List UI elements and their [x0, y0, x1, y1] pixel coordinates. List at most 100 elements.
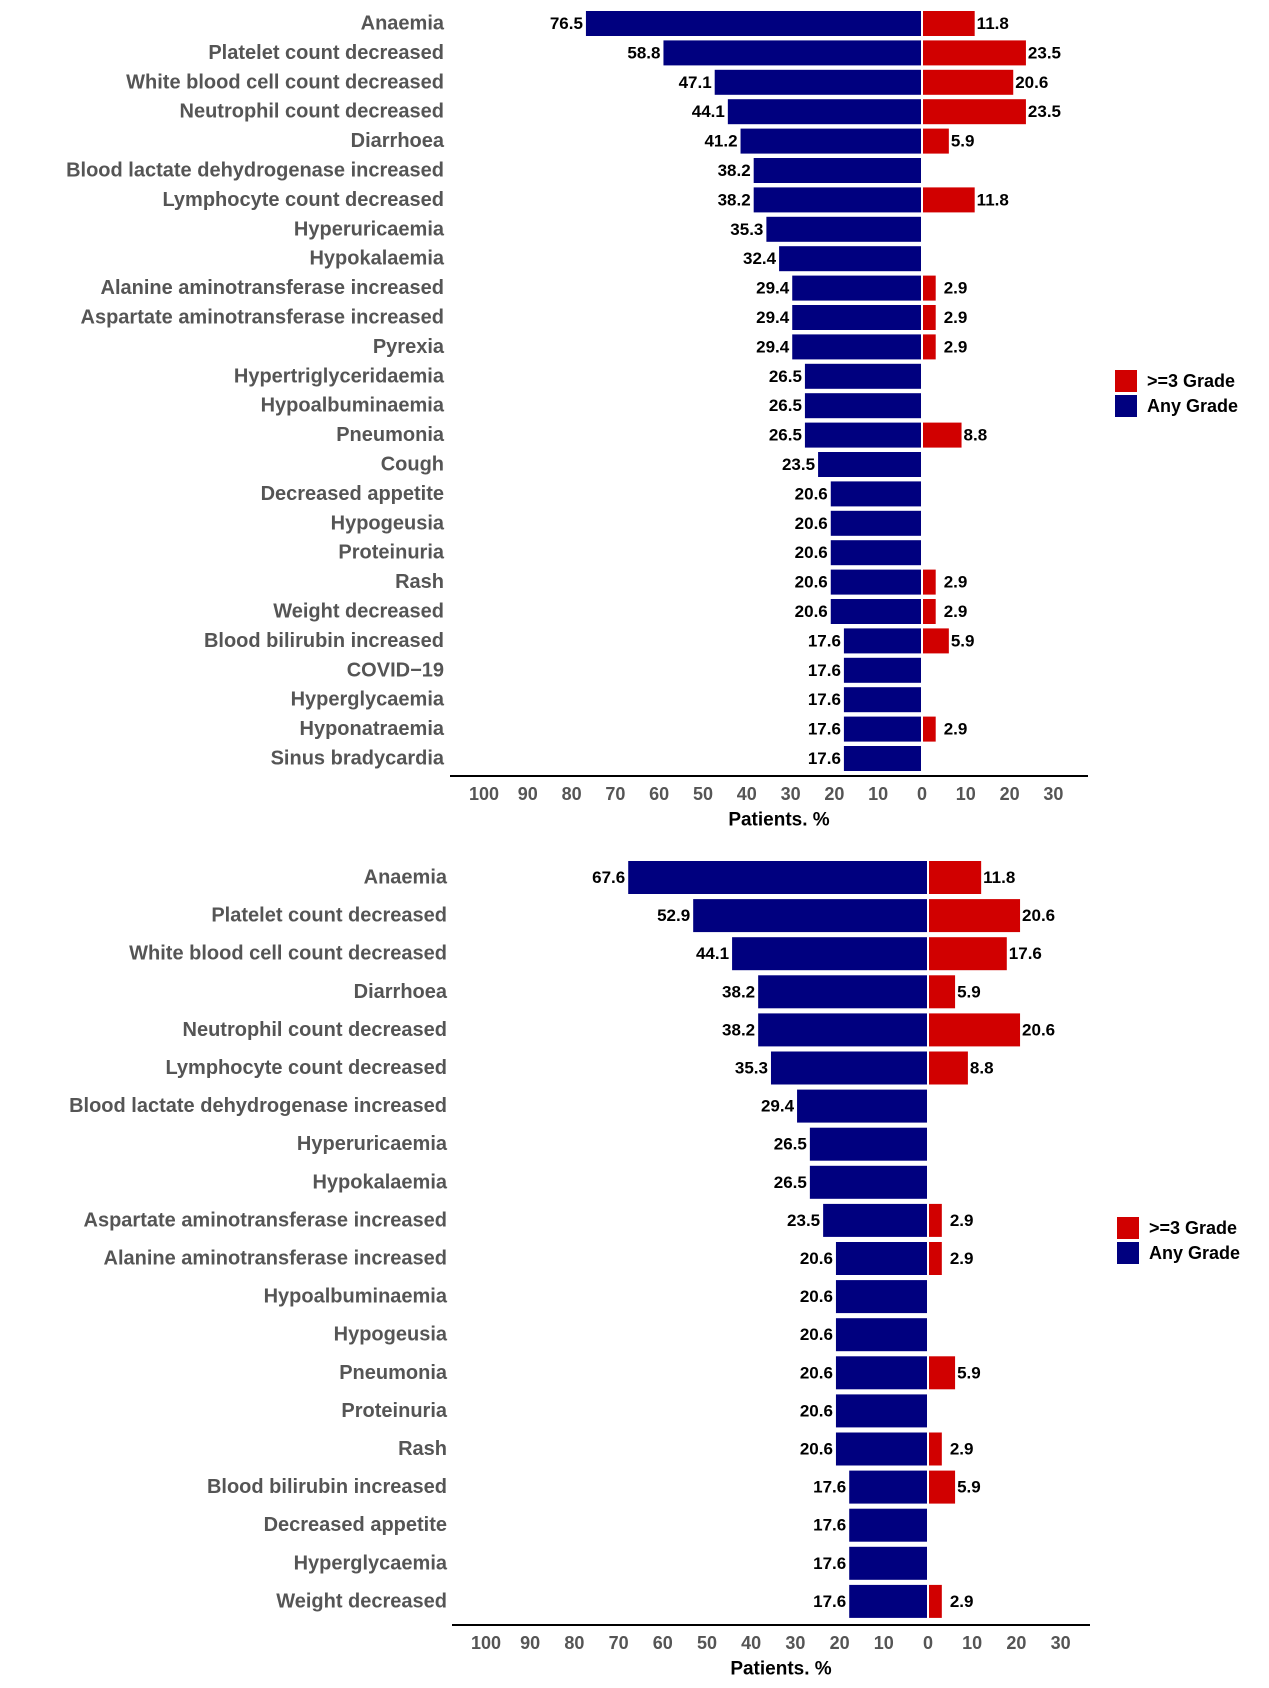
value-label-grade3: 2.9 [950, 1249, 974, 1268]
bar-any-grade [804, 393, 921, 419]
bar-grade3 [923, 422, 962, 448]
value-label-grade3: 11.8 [977, 14, 1009, 33]
x-tick-label: 30 [781, 784, 801, 804]
bar-grade3 [923, 716, 936, 742]
value-label-any-grade: 20.6 [795, 573, 828, 592]
bar-any-grade [758, 975, 927, 1009]
category-label: Hypogeusia [334, 1324, 448, 1346]
value-label-any-grade: 29.4 [756, 308, 790, 327]
x-tick-label: 20 [824, 784, 844, 804]
category-label: White blood cell count decreased [129, 943, 447, 965]
bar-any-grade [732, 937, 927, 971]
bar-any-grade [849, 1508, 927, 1542]
bar-any-grade [740, 128, 921, 154]
value-label-grade3: 2.9 [944, 602, 968, 621]
x-tick-label: 70 [605, 784, 625, 804]
category-label: Hypokalaemia [312, 1171, 447, 1193]
x-tick-label: 50 [697, 1633, 717, 1653]
bar-grade3 [923, 334, 936, 360]
value-label-any-grade: 67.6 [592, 868, 625, 887]
bar-any-grade [753, 158, 921, 183]
value-label-any-grade: 26.5 [769, 396, 802, 415]
value-label-any-grade: 44.1 [692, 102, 725, 121]
x-tick-label: 30 [785, 1633, 805, 1653]
category-label: Diarrhoea [351, 130, 445, 152]
value-label-grade3: 2.9 [944, 573, 968, 592]
x-tick-label: 50 [693, 784, 713, 804]
category-label: Hyperglycaemia [291, 689, 445, 711]
category-label: Pneumonia [336, 424, 445, 446]
value-label-grade3: 2.9 [950, 1440, 974, 1459]
bar-grade3 [923, 128, 949, 154]
bar-grade3 [929, 1051, 968, 1085]
value-label-any-grade: 38.2 [722, 1020, 755, 1039]
category-label: Aspartate aminotransferase increased [84, 1209, 448, 1231]
bar-any-grade [835, 1432, 927, 1466]
bar-grade3 [923, 99, 1026, 125]
category-label: Hyperglycaemia [294, 1552, 448, 1574]
bar-grade3 [929, 861, 982, 894]
bar-grade3 [923, 599, 936, 624]
category-label: Lymphocyte count decreased [165, 1057, 447, 1079]
bar-any-grade [714, 69, 921, 95]
category-label: Pneumonia [339, 1362, 448, 1384]
value-label-any-grade: 17.6 [808, 720, 841, 739]
category-label: Cough [381, 454, 444, 476]
chart-panel-2: Anaemia 67.6 11.8 Platelet count decreased 5… [69, 861, 1240, 1680]
bar-any-grade [809, 1165, 927, 1199]
value-label-grade3: 20.6 [1015, 73, 1048, 92]
bar-any-grade [823, 1203, 927, 1237]
value-label-any-grade: 41.2 [704, 132, 737, 151]
x-tick-label: 30 [1043, 784, 1063, 804]
x-tick-label: 10 [962, 1633, 982, 1653]
value-label-any-grade: 17.6 [813, 1592, 846, 1611]
legend-swatch-any-grade [1117, 1242, 1139, 1264]
value-label-any-grade: 17.6 [808, 690, 841, 709]
category-label: Hypertriglyceridaemia [234, 365, 445, 387]
x-tick-label: 10 [868, 784, 888, 804]
category-label: Blood lactate dehydrogenase increased [69, 1095, 447, 1117]
bar-any-grade [830, 510, 921, 536]
value-label-grade3: 2.9 [944, 720, 968, 739]
x-tick-label: 0 [923, 1633, 933, 1653]
value-label-grade3: 5.9 [951, 132, 975, 151]
chart-panel-1: Anaemia 76.5 11.8 Platelet count decreased 5… [66, 11, 1238, 831]
value-label-any-grade: 29.4 [756, 279, 790, 298]
category-label: Platelet count decreased [211, 905, 447, 927]
bar-grade3 [923, 187, 975, 213]
bar-grade3 [929, 899, 1021, 933]
bar-grade3 [929, 1432, 942, 1466]
value-label-any-grade: 26.5 [774, 1135, 807, 1154]
x-tick-label: 40 [737, 784, 757, 804]
x-tick-label: 70 [609, 1633, 629, 1653]
value-label-any-grade: 23.5 [782, 455, 815, 474]
bar-any-grade [663, 40, 921, 66]
bar-any-grade [843, 687, 921, 713]
category-label: Hyponatraemia [300, 718, 445, 740]
bar-any-grade [779, 246, 921, 272]
value-label-any-grade: 17.6 [808, 749, 841, 768]
bar-any-grade [835, 1356, 927, 1390]
bar-grade3 [923, 11, 975, 36]
category-label: Proteinuria [338, 542, 444, 564]
category-label: COVID−19 [347, 659, 444, 681]
value-label-any-grade: 20.6 [800, 1440, 833, 1459]
value-label-grade3: 11.8 [977, 190, 1009, 209]
category-label: Decreased appetite [261, 483, 444, 505]
bar-grade3 [923, 305, 936, 330]
bar-any-grade [843, 746, 921, 771]
bar-grade3 [929, 1356, 956, 1390]
x-tick-label: 100 [471, 1633, 501, 1653]
category-label: Rash [395, 571, 444, 593]
bar-any-grade [628, 861, 927, 894]
value-label-grade3: 2.9 [950, 1211, 974, 1230]
x-tick-label: 40 [741, 1633, 761, 1653]
category-label: Sinus bradycardia [271, 748, 445, 770]
category-label: Hyperuricaemia [297, 1133, 448, 1155]
value-label-grade3: 2.9 [944, 308, 968, 327]
x-axis-title: Patients. % [730, 1659, 831, 1680]
value-label-any-grade: 32.4 [743, 249, 777, 268]
value-label-grade3: 8.8 [970, 1059, 994, 1078]
value-label-any-grade: 17.6 [813, 1554, 846, 1573]
